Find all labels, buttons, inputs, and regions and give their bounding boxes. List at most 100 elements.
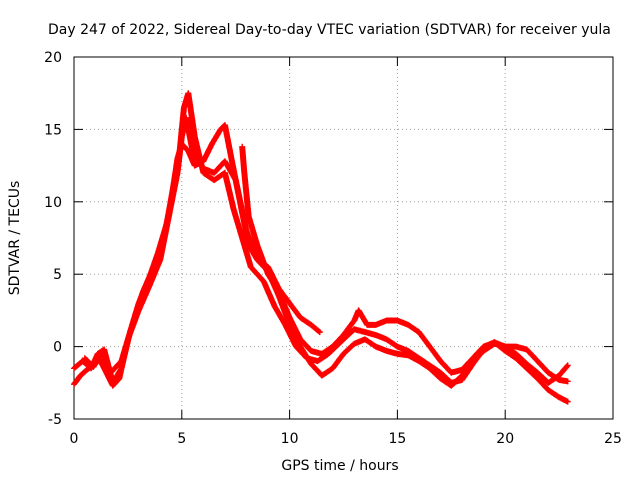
data-point [230,157,233,160]
data-point [159,258,161,261]
data-point [331,345,334,348]
data-point [428,364,431,367]
data-point [273,305,276,307]
data-point [461,379,463,381]
data-point [450,371,453,374]
data-point [536,377,539,380]
x-tick-label: 20 [496,431,514,447]
data-point [224,124,226,126]
data-series [71,90,571,405]
data-point [73,383,75,386]
series-2 [71,90,571,405]
data-point [526,348,528,351]
x-tick-label: 15 [388,431,406,447]
x-tick-label: 25 [604,431,622,447]
data-point [211,143,213,145]
data-point [353,319,356,322]
data-point [81,360,84,362]
grid [74,57,613,419]
y-tick-labels: -5 0 5 10 15 20 [44,50,62,428]
data-point [566,364,569,367]
data-point [321,374,323,377]
data-point [213,179,215,181]
data-point [558,374,560,377]
data-point [187,92,190,94]
data-point [353,342,356,345]
data-point [86,369,88,371]
data-point [439,377,442,380]
data-point [224,160,226,163]
x-axis-label: GPS time / hours [281,458,398,474]
series-markers [71,90,571,405]
data-point [256,244,259,246]
data-point [418,357,420,360]
data-point [364,338,366,341]
data-point [515,353,517,355]
data-point [120,360,123,362]
data-point [547,371,550,374]
data-point [224,172,226,174]
data-point [109,371,112,374]
data-point [170,201,172,203]
data-point [148,285,151,287]
data-point [278,290,280,293]
data-point [357,309,360,312]
data-point [558,379,560,381]
data-point [536,360,539,362]
data-point [299,345,302,348]
data-point [439,360,442,362]
data-point [202,160,205,163]
data-point [396,319,399,322]
x-tick-label: 10 [281,431,299,447]
data-point [515,345,517,348]
series-markers [81,122,323,376]
data-point [316,360,319,362]
data-point [142,290,144,293]
data-point [101,351,103,354]
chart-title: Day 247 of 2022, Sidereal Day-to-day VTE… [48,22,611,38]
data-point [112,382,114,384]
data-point [493,341,496,344]
data-point [118,377,121,380]
data-point [181,143,183,145]
data-point [191,150,194,152]
data-point [353,328,356,331]
data-point [232,208,235,210]
y-tick-label: 0 [53,340,62,356]
data-point [364,331,366,333]
data-point [250,266,252,268]
data-point [536,371,539,374]
data-point [418,331,420,333]
data-point [547,382,550,384]
data-point [472,363,474,365]
data-point [161,244,164,246]
axis-ticks [73,56,614,420]
data-point [472,357,474,360]
data-point [79,374,82,377]
data-point [439,371,442,374]
data-point [92,366,95,368]
data-point [247,244,250,246]
data-point [295,345,297,348]
data-point [73,367,75,370]
data-point [267,273,269,276]
data-point [526,367,528,370]
data-point [213,172,215,174]
data-point [461,369,463,371]
y-tick-label: 5 [53,267,62,283]
data-point [131,324,133,326]
y-tick-label: 15 [44,122,62,138]
data-point [84,357,86,360]
series-4 [239,143,571,385]
data-point [385,338,388,341]
data-point [396,345,399,348]
data-point [375,324,377,326]
data-point [321,353,323,355]
y-axis-label: SDTVAR / TECUs [7,181,23,296]
series-1 [71,114,571,389]
data-point [396,353,399,355]
data-point [193,135,196,138]
data-point [187,150,190,152]
data-point [193,164,196,167]
